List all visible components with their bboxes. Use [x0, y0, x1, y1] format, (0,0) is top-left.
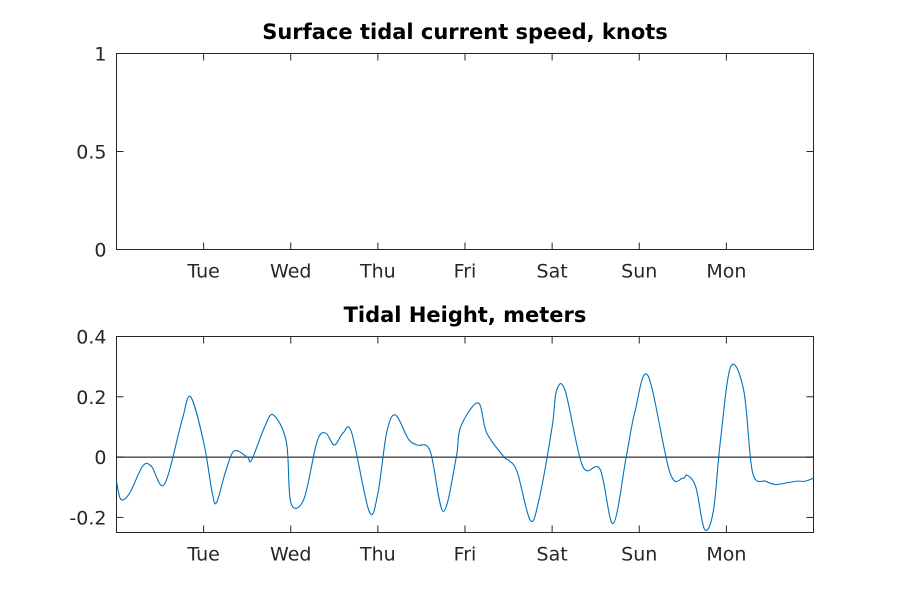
x-tick-label: Sat — [537, 544, 568, 566]
tidal-height-title: Tidal Height, meters — [344, 303, 587, 327]
y-tick-label: 0 — [94, 240, 106, 262]
x-tick-label: Fri — [454, 544, 477, 566]
y-tick-label: 0.5 — [76, 142, 106, 164]
current-speed-ticks: Tue Wed Thu Fri Sat Sun Mon 0 0.5 1 — [76, 44, 814, 283]
x-tick-label: Tue — [186, 544, 219, 566]
current-speed-panel: Surface tidal current speed, knots Tue We… — [76, 20, 814, 283]
tidal-height-line — [115, 363, 814, 532]
x-tick-label: Thu — [359, 261, 396, 283]
x-tick-label: Sun — [621, 261, 657, 283]
y-tick-label: 1 — [94, 44, 106, 66]
x-tick-label: Mon — [706, 261, 746, 283]
x-tick-label: Sat — [537, 261, 568, 283]
x-tick-label: Tue — [186, 261, 219, 283]
tidal-height-plot-area — [116, 336, 814, 533]
x-tick-label: Thu — [359, 544, 396, 566]
y-tick-label: 0.4 — [76, 327, 106, 349]
tidal-height-panel: Tidal Height, meters Tue Wed Thu Fri Sat Sun M… — [69, 303, 814, 566]
x-tick-label: Wed — [270, 261, 311, 283]
y-tick-label: 0.2 — [76, 387, 106, 409]
x-tick-label: Wed — [270, 544, 311, 566]
current-speed-title: Surface tidal current speed, knots — [262, 20, 668, 44]
x-tick-label: Mon — [706, 544, 746, 566]
x-tick-label: Sun — [621, 544, 657, 566]
tidal-height-ticks: Tue Wed Thu Fri Sat Sun Mon -0.2 0 0.2 0.4 — [69, 327, 814, 566]
y-tick-label: -0.2 — [69, 507, 106, 529]
current-speed-plot-area — [116, 53, 814, 250]
y-tick-label: 0 — [94, 447, 106, 469]
x-tick-label: Fri — [454, 261, 477, 283]
